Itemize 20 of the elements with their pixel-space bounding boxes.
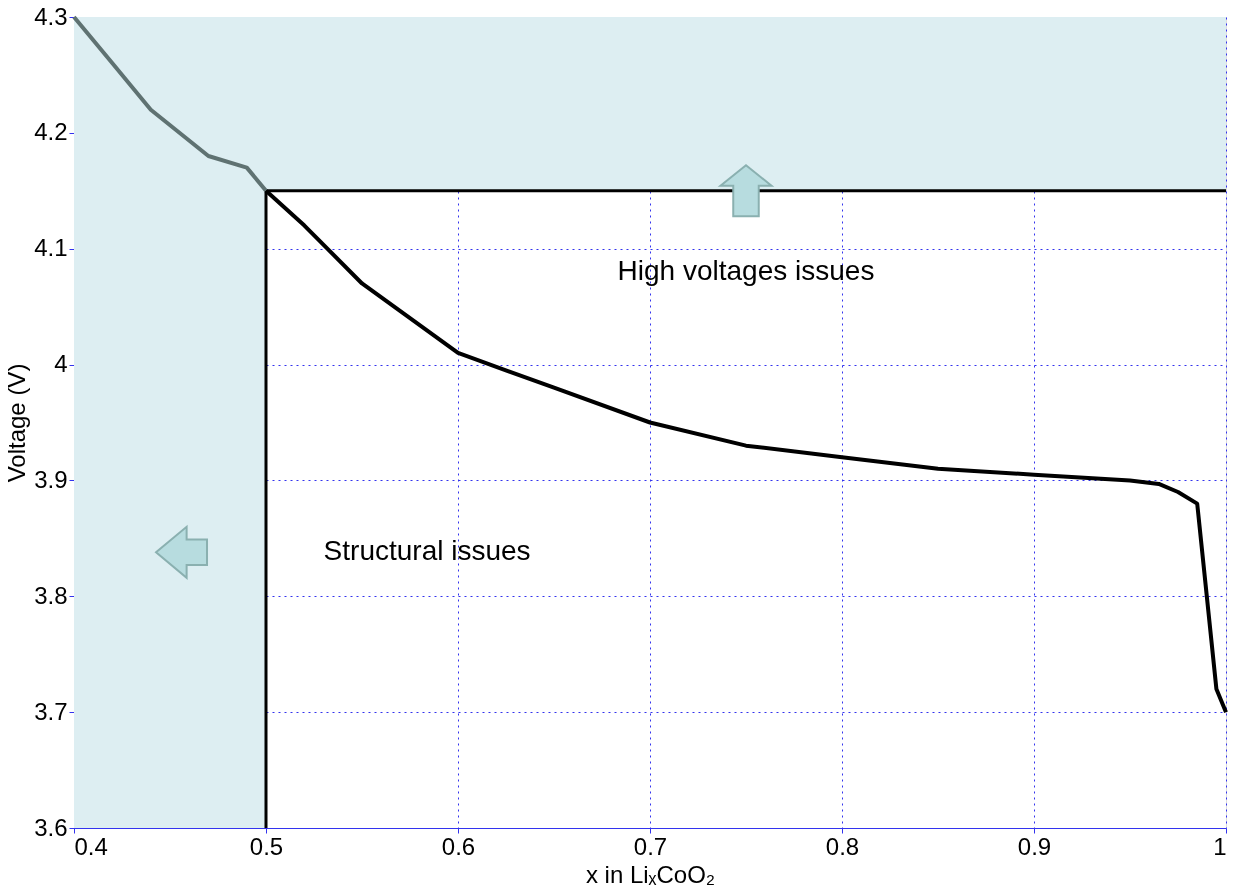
y-tick-label: 4	[54, 350, 68, 378]
y-tick-label: 3.6	[34, 813, 68, 841]
x-axis-title: x in LiₓCoO₂	[585, 860, 716, 888]
x-tick-label: 0.5	[249, 832, 284, 860]
x-tick-label: 0.6	[441, 832, 476, 860]
y-tick-label: 4.2	[34, 118, 68, 146]
annotation: High voltages issues	[617, 254, 875, 286]
y-axis-title: Voltage (V)	[3, 363, 31, 483]
y-tick-label: 3.8	[34, 581, 68, 609]
y-tick-label: 3.7	[34, 697, 68, 725]
y-tick-label: 4.1	[34, 234, 68, 262]
x-tick-label: 0.4	[74, 832, 108, 860]
line-series	[72, 15, 268, 193]
x-tick-label: 0.8	[825, 832, 860, 860]
annotation: Structural issues	[323, 535, 531, 567]
y-tick-label: 3.9	[34, 465, 68, 493]
x-tick-label: 1	[1213, 832, 1227, 860]
y-tick-label: 4.3	[34, 2, 68, 30]
x-tick-label: 0.9	[1017, 832, 1052, 860]
x-tick-label: 0.7	[633, 832, 668, 860]
